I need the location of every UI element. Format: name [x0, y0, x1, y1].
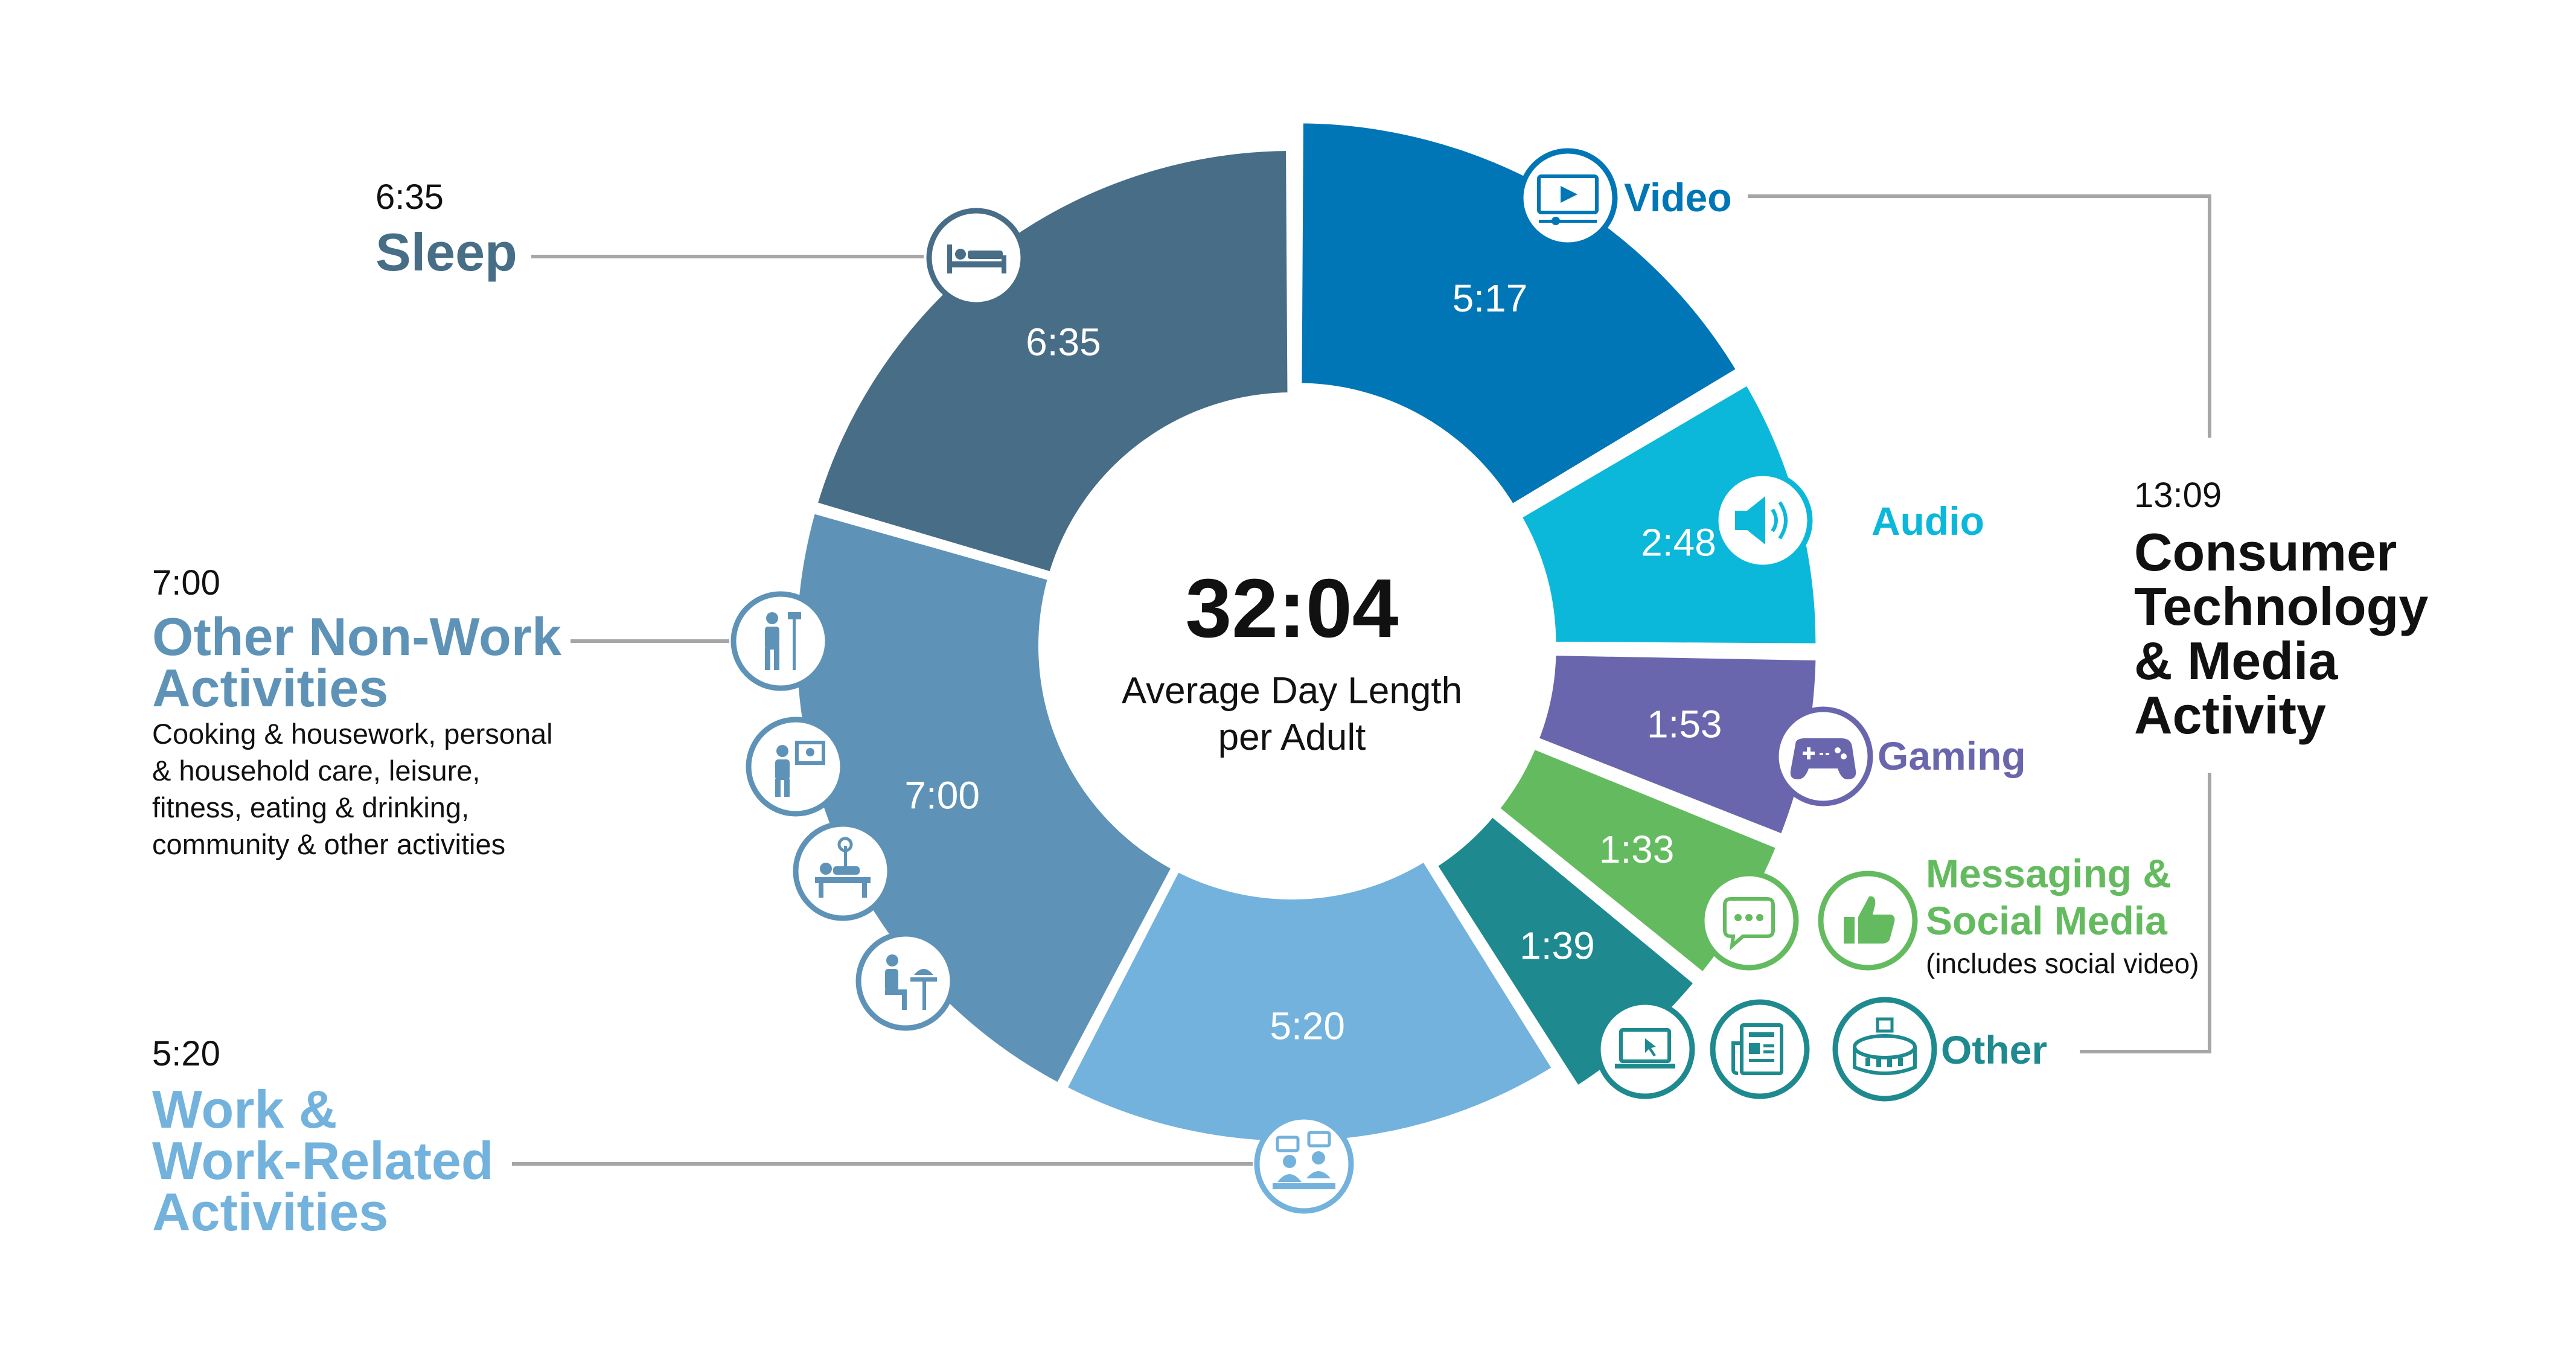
segment-values: 5:17 2:48 1:53 1:33 1:39 5:20 7:00 6:35 [904, 276, 1722, 1048]
thumbs-up-icon [1818, 870, 1918, 971]
media-title-line1: Consumer [2134, 522, 2397, 582]
meeting-icon [1254, 1114, 1354, 1214]
slice-video [1296, 117, 1744, 512]
sleep-title: Sleep [376, 222, 517, 282]
nonwork-desc-line4: community & other activities [152, 828, 505, 860]
nonwork-title-line2: Activities [152, 658, 388, 718]
nonwork-desc-line1: Cooking & housework, personal [152, 718, 553, 750]
nonwork-title-line1: Other Non-Work [152, 607, 562, 666]
slice-value-other: 1:39 [1520, 924, 1595, 967]
work-title-line2: Work-Related [152, 1131, 494, 1190]
messaging-label-line2: Social Media [1926, 898, 2168, 943]
work-title-line3: Activities [152, 1182, 388, 1242]
laptop-icon [1595, 999, 1695, 1099]
slice-value-messaging-social-media: 1:33 [1599, 828, 1675, 871]
work-title-line1: Work & [152, 1079, 337, 1139]
other-label: Other [1941, 1027, 2047, 1072]
slice-value-gaming: 1:53 [1647, 703, 1722, 746]
media-title-line4: Activity [2134, 685, 2326, 745]
audio-label: Audio [1871, 499, 1984, 543]
work-time: 5:20 [152, 1034, 220, 1073]
nonwork-time: 7:00 [152, 563, 220, 602]
slice-audio [1514, 378, 1822, 650]
slice-value-sleep: 6:35 [1026, 320, 1101, 363]
dining-icon [855, 931, 956, 1031]
sleep-time: 6:35 [376, 177, 444, 217]
gaming-label: Gaming [1878, 733, 2026, 778]
slice-value-audio: 2:48 [1641, 520, 1716, 564]
media-time: 13:09 [2134, 476, 2222, 515]
speaker-icon [1713, 470, 1813, 570]
media-title-line2: Technology [2134, 577, 2428, 636]
person-broom-icon [730, 591, 831, 691]
media-bracket-top [1748, 194, 2211, 438]
media-title-line3: & Media [2134, 631, 2338, 691]
nonwork-desc-line3: fitness, eating & drinking, [152, 791, 469, 823]
center-label-line1: Average Day Length [1122, 670, 1462, 712]
donut-segments [791, 117, 1822, 1147]
stadium-icon [1832, 997, 1937, 1102]
chat-bubble-icon [1699, 870, 1799, 971]
connector-lines [512, 194, 2211, 1166]
gamepad-icon [1773, 706, 1873, 807]
donut-hole [1041, 395, 1542, 896]
center-total: 32:04 [1186, 562, 1399, 655]
nonwork-desc-line2: & household care, leisure, [152, 755, 480, 787]
slice-value-other-non-work-activities: 7:00 [904, 774, 980, 817]
tv-viewer-icon [746, 717, 846, 817]
video-player-icon [1518, 148, 1618, 248]
bed-icon [926, 208, 1026, 308]
media-bracket-bottom [2080, 773, 2211, 1053]
slice-value-work-work-related-activities: 5:20 [1270, 1004, 1345, 1047]
messaging-label-line1: Messaging & [1926, 851, 2172, 896]
video-label: Video [1624, 175, 1732, 220]
newspaper-icon [1710, 999, 1810, 1099]
fitness-icon [793, 821, 893, 921]
center-label-line2: per Adult [1218, 717, 1366, 758]
messaging-label-note: (includes social video) [1926, 948, 2199, 979]
slice-value-video: 5:17 [1453, 276, 1528, 320]
